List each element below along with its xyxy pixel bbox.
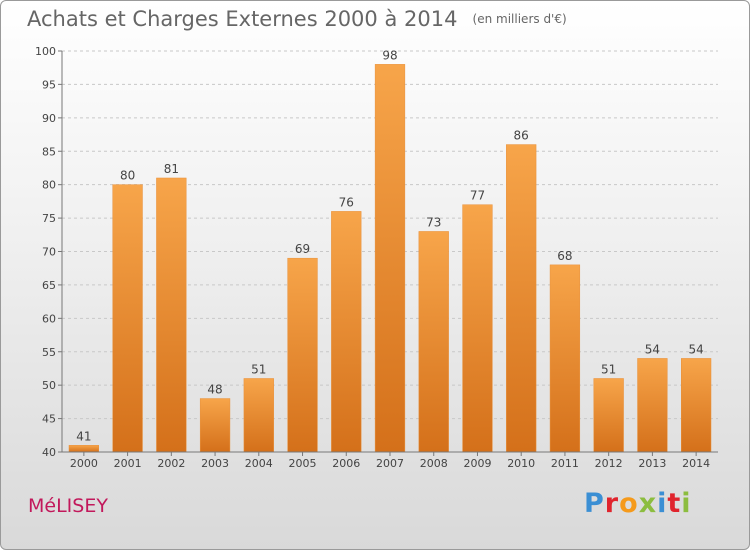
bar-2004 [243,378,274,453]
x-tick-label: 2012 [595,457,623,470]
bar-value-label: 68 [557,249,572,263]
bars [68,64,712,453]
logo-letter: t [667,488,682,519]
x-tick-label: 2004 [245,457,273,470]
bar-2009 [462,204,493,453]
bar-value-label: 54 [688,342,703,356]
x-tick-label: 2002 [157,457,185,470]
x-tick-label: 2005 [289,457,317,470]
bar-2012 [593,378,624,453]
bar-2013 [637,358,668,453]
bar-value-label: 86 [514,129,529,143]
x-tick-label: 2001 [114,457,142,470]
logo-letter: i [681,488,692,519]
logo-letter: P [584,488,605,519]
bar-2001 [112,184,143,453]
y-tick-label: 50 [42,379,56,392]
bar-value-label: 54 [645,342,660,356]
bar-value-label: 98 [382,48,397,62]
bar-value-label: 51 [251,362,266,376]
y-tick-label: 70 [42,246,56,259]
axes: 40 45 50 55 60 65 70 75 80 85 90 95 100 2000 2001 2002 2… [35,45,718,470]
y-tick-label: 65 [42,279,56,292]
x-tick-label: 2003 [201,457,229,470]
bar-2010 [506,144,537,453]
chart-subtitle: (en milliers d'€) [472,12,567,26]
logo-letter: x [638,488,658,519]
bar-2007 [374,64,406,453]
title-row: Achats et Charges Externes 2000 à 2014 (… [27,7,567,31]
bar-2006 [331,211,362,453]
bar-value-label: 73 [426,215,441,229]
x-tick-label: 2013 [638,457,666,470]
y-tick-label: 95 [42,78,56,91]
x-tick-label: 2000 [70,457,98,470]
x-tick-label: 2014 [682,457,710,470]
bar-value-label: 77 [470,189,485,203]
y-tick-label: 55 [42,346,56,359]
bar-2008 [418,231,449,453]
y-tick-label: 60 [42,312,56,325]
bar-value-label: 76 [339,195,354,209]
place-name: MéLISEY [28,495,108,517]
y-tick-label: 75 [42,212,56,225]
x-tick-label: 2008 [420,457,448,470]
logo-letter: o [619,488,639,519]
logo-letter: i [657,488,668,519]
bar-2011 [549,264,581,453]
proxiti-logo[interactable]: Proxiti [584,488,692,519]
y-tick-label: 80 [42,179,56,192]
y-tick-label: 85 [42,145,56,158]
bar-value-label: 51 [601,362,616,376]
chart-title: Achats et Charges Externes 2000 à 2014 [27,7,458,31]
bar-value-label: 69 [295,242,310,256]
x-tick-label: 2010 [507,457,535,470]
y-tick-label: 100 [35,45,56,58]
x-tick-label: 2006 [332,457,360,470]
bar-2005 [287,257,318,453]
logo-letter: r [604,488,620,519]
bar-value-label: 81 [164,162,179,176]
x-tick-label: 2007 [376,457,404,470]
bar-value-label: 41 [76,429,91,443]
y-tick-label: 90 [42,112,56,125]
bar-2014 [681,358,712,453]
x-tick-label: 2009 [463,457,491,470]
bar-2003 [199,398,231,453]
bar-2000 [68,445,99,453]
bar-value-label: 80 [120,169,135,183]
y-tick-label: 45 [42,413,56,426]
labels: 41 80 81 48 51 69 76 98 73 77 86 68 51 54 54 [76,48,704,443]
y-tick-label: 40 [42,446,56,459]
bar-value-label: 48 [207,383,222,397]
x-tick-label: 2011 [551,457,579,470]
bar-2002 [156,177,187,453]
